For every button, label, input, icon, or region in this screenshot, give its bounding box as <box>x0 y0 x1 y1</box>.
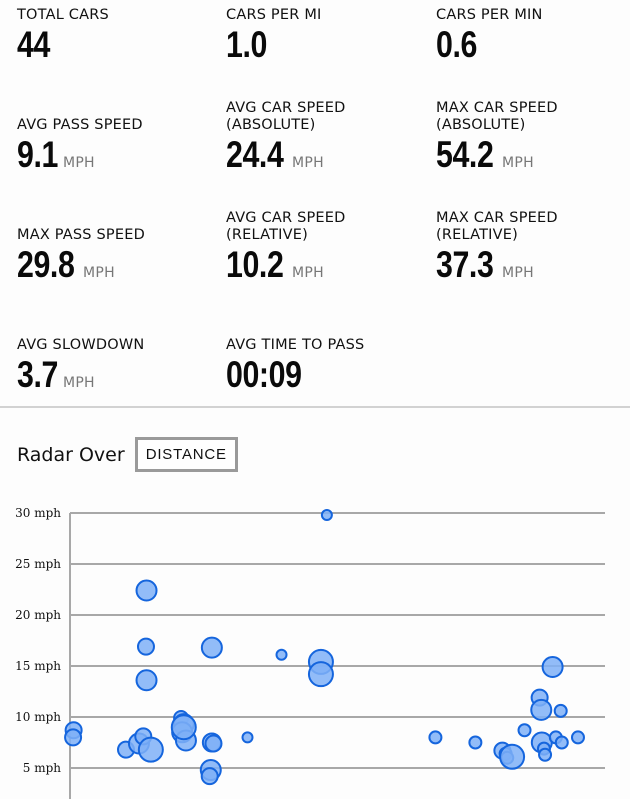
y-axis-tick-label: 25 mph <box>15 557 61 571</box>
data-point-bubble[interactable] <box>275 648 288 661</box>
stat-label: CARS PER MI <box>226 7 322 24</box>
stat-unit: MPH <box>502 155 534 171</box>
data-point-bubble[interactable] <box>64 728 83 747</box>
stat-avg-car-speed-relative: AVG CAR SPEED (RELATIVE) 10.2 MPH <box>226 210 346 284</box>
stat-value: 44 <box>17 24 50 65</box>
data-point-bubble[interactable] <box>517 723 532 738</box>
stat-label-line: AVG PASS SPEED <box>17 117 143 133</box>
stat-max-car-speed-absolute: MAX CAR SPEED (ABSOLUTE) 54.2 MPH <box>436 100 558 174</box>
stat-cars-per-mi: CARS PER MI 1.0 <box>226 7 322 64</box>
stat-label: AVG TIME TO PASS <box>226 337 364 354</box>
stat-label: MAX PASS SPEED <box>17 227 145 244</box>
y-axis-tick-label: 15 mph <box>15 659 61 673</box>
stat-unit: MPH <box>83 265 115 281</box>
stat-max-car-speed-relative: MAX CAR SPEED (RELATIVE) 37.3 MPH <box>436 210 558 284</box>
stat-avg-slowdown: AVG SLOWDOWN 3.7 MPH <box>17 337 144 394</box>
y-axis-tick-label: 10 mph <box>15 710 61 724</box>
data-point-bubble[interactable] <box>137 736 164 763</box>
stat-unit: MPH <box>62 155 95 171</box>
stat-value: 00:09 <box>226 354 302 395</box>
stat-label-line: TOTAL CARS <box>17 7 109 23</box>
stat-unit: MPH <box>292 265 324 281</box>
data-point-bubble[interactable] <box>135 669 158 692</box>
x-axis-mode-button[interactable]: DISTANCE <box>134 437 238 472</box>
stat-label: AVG CAR SPEED (RELATIVE) <box>226 210 346 244</box>
y-axis-tick-label: 20 mph <box>15 608 61 622</box>
stat-label-line: AVG CAR SPEED <box>226 210 346 226</box>
stat-avg-pass-speed: AVG PASS SPEED 9.1 MPH <box>17 117 143 174</box>
section-divider <box>0 406 630 408</box>
stat-label-line: AVG TIME TO PASS <box>226 337 365 353</box>
stat-label-line: MAX CAR SPEED <box>436 210 558 226</box>
stat-avg-car-speed-absolute: AVG CAR SPEED (ABSOLUTE) 24.4 MPH <box>226 100 346 174</box>
stat-value: 10.2 <box>226 244 284 285</box>
data-point-bubble[interactable] <box>204 734 223 753</box>
data-point-bubble[interactable] <box>538 747 553 762</box>
stat-unit: MPH <box>62 375 95 391</box>
stat-label: CARS PER MIN <box>436 7 543 24</box>
stat-label: AVG PASS SPEED <box>17 117 143 134</box>
stat-unit: MPH <box>292 155 324 171</box>
data-point-bubble[interactable] <box>570 730 585 745</box>
stat-label: AVG SLOWDOWN <box>17 337 144 354</box>
y-axis-tick-label: 5 mph <box>23 761 62 775</box>
data-point-bubble[interactable] <box>468 735 483 750</box>
data-point-bubble[interactable] <box>200 767 219 786</box>
data-point-bubble[interactable] <box>553 703 568 718</box>
stat-label-line: (ABSOLUTE) <box>436 117 526 133</box>
stat-label-line: CARS PER MI <box>226 7 322 23</box>
stat-label: MAX CAR SPEED (ABSOLUTE) <box>436 100 558 134</box>
stat-value: 54.2 <box>436 134 494 175</box>
stat-total-cars: TOTAL CARS 44 <box>17 7 109 64</box>
y-axis-tick-label: 30 mph <box>15 506 61 520</box>
radar-scatter-chart: 30 mph 25 mph 20 mph 15 mph 10 mph 5 mph <box>15 506 605 799</box>
stat-value: 1.0 <box>226 24 267 65</box>
stat-label: MAX CAR SPEED (RELATIVE) <box>436 210 558 244</box>
stat-value: 37.3 <box>436 244 494 285</box>
stat-label-line: (ABSOLUTE) <box>226 117 316 133</box>
stat-label-line: MAX PASS SPEED <box>17 227 145 243</box>
stat-value: 29.8 <box>17 244 75 285</box>
chart-title: Radar Over <box>17 443 125 466</box>
stat-label-line: CARS PER MIN <box>436 7 543 23</box>
chart-header: Radar Over DISTANCE <box>17 437 238 472</box>
stat-label: TOTAL CARS <box>17 7 109 24</box>
stat-label-line: (RELATIVE) <box>436 227 518 243</box>
stat-label-line: MAX CAR SPEED <box>436 100 558 116</box>
stat-cars-per-min: CARS PER MIN 0.6 <box>436 7 543 64</box>
data-point-bubble[interactable] <box>170 714 197 741</box>
data-point-bubble[interactable] <box>554 735 569 750</box>
data-point-bubble[interactable] <box>530 698 553 721</box>
data-point-bubble[interactable] <box>320 509 333 522</box>
data-point-bubble[interactable] <box>136 637 155 656</box>
stat-label: AVG CAR SPEED (ABSOLUTE) <box>226 100 346 134</box>
stat-label-line: AVG SLOWDOWN <box>17 337 145 353</box>
data-point-bubble[interactable] <box>428 730 443 745</box>
data-point-bubble[interactable] <box>200 636 223 659</box>
stat-value: 24.4 <box>226 134 284 175</box>
stat-avg-time-to-pass: AVG TIME TO PASS 00:09 <box>226 337 364 394</box>
data-point-bubble[interactable] <box>499 743 526 770</box>
stat-max-pass-speed: MAX PASS SPEED 29.8 MPH <box>17 227 145 284</box>
data-point-bubble[interactable] <box>307 661 334 688</box>
stat-label-line: AVG CAR SPEED <box>226 100 346 116</box>
data-point-bubble[interactable] <box>541 656 564 679</box>
stat-unit: MPH <box>502 265 534 281</box>
stat-value: 3.7 <box>17 354 58 395</box>
stats-panel: TOTAL CARS 44 CARS PER MI 1.0 CARS PER MIN 0.… <box>17 7 558 394</box>
data-point-bubble[interactable] <box>241 731 254 744</box>
stat-value: 9.1 <box>17 134 58 175</box>
data-point-bubble[interactable] <box>135 579 158 602</box>
stat-value: 0.6 <box>436 24 477 65</box>
stat-label-line: (RELATIVE) <box>226 227 308 243</box>
